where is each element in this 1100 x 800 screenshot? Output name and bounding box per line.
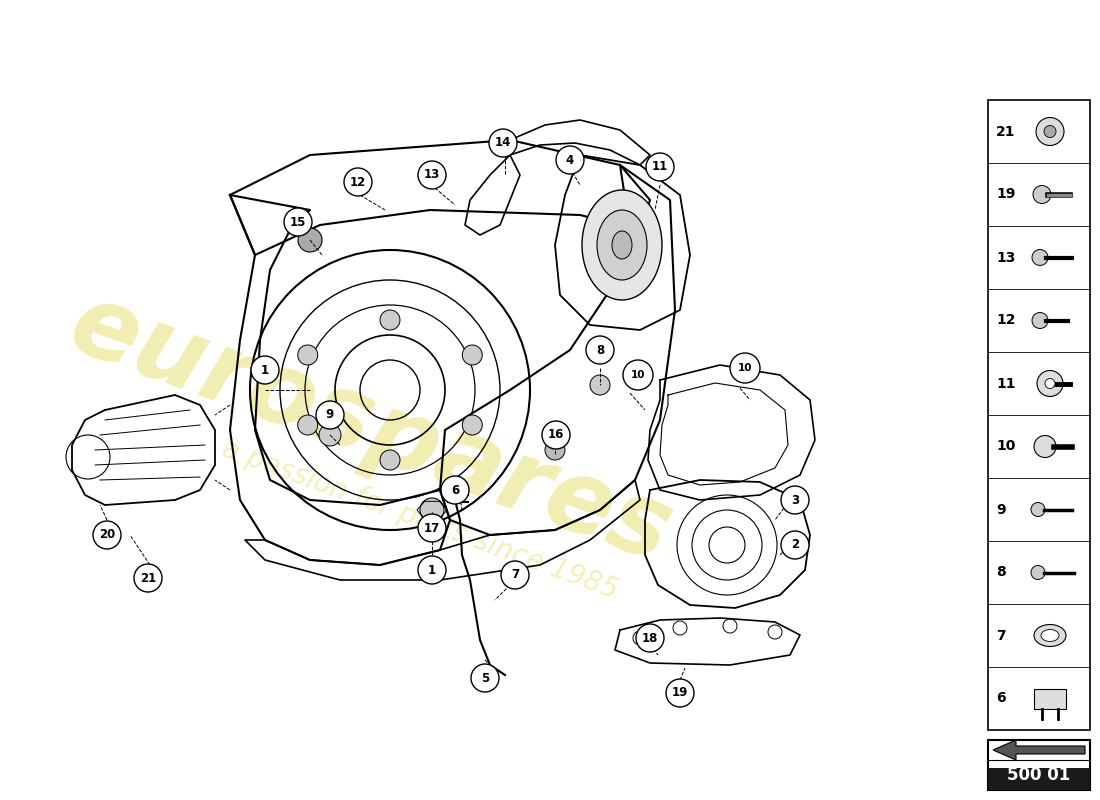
- Circle shape: [462, 415, 482, 435]
- Text: 2: 2: [791, 538, 799, 551]
- Circle shape: [379, 310, 400, 330]
- Text: 9: 9: [326, 409, 334, 422]
- Circle shape: [94, 521, 121, 549]
- Bar: [988, 100, 1090, 730]
- Circle shape: [1037, 370, 1063, 397]
- Text: 14: 14: [495, 137, 512, 150]
- Circle shape: [646, 153, 674, 181]
- Circle shape: [781, 531, 808, 559]
- Circle shape: [1033, 186, 1050, 203]
- Circle shape: [319, 424, 341, 446]
- Circle shape: [1044, 126, 1056, 138]
- Circle shape: [781, 486, 808, 514]
- Circle shape: [1034, 435, 1056, 458]
- Circle shape: [420, 498, 444, 522]
- Circle shape: [316, 401, 344, 429]
- Circle shape: [284, 208, 312, 236]
- Text: 12: 12: [996, 314, 1015, 327]
- Text: 19: 19: [672, 686, 689, 699]
- Text: 1: 1: [261, 363, 270, 377]
- Circle shape: [441, 476, 469, 504]
- Text: 21: 21: [140, 571, 156, 585]
- Text: 1: 1: [428, 563, 436, 577]
- Circle shape: [1045, 378, 1055, 389]
- Ellipse shape: [1041, 630, 1059, 642]
- Circle shape: [730, 353, 760, 383]
- Text: 6: 6: [996, 691, 1005, 706]
- Ellipse shape: [1034, 625, 1066, 646]
- Text: 10: 10: [630, 370, 646, 380]
- Circle shape: [418, 556, 446, 584]
- Circle shape: [636, 624, 664, 652]
- Circle shape: [471, 664, 499, 692]
- Text: 19: 19: [996, 187, 1015, 202]
- Text: 17: 17: [424, 522, 440, 534]
- Ellipse shape: [597, 210, 647, 280]
- Text: 7: 7: [510, 569, 519, 582]
- Circle shape: [544, 440, 565, 460]
- Bar: [988, 767, 1090, 790]
- Circle shape: [298, 228, 322, 252]
- Ellipse shape: [612, 231, 632, 259]
- Circle shape: [1031, 502, 1045, 517]
- Circle shape: [462, 345, 482, 365]
- Text: 12: 12: [350, 175, 366, 189]
- Circle shape: [500, 561, 529, 589]
- Text: a passion for parts since 1985: a passion for parts since 1985: [218, 435, 622, 605]
- Circle shape: [666, 679, 694, 707]
- Text: 13: 13: [424, 169, 440, 182]
- Circle shape: [623, 360, 653, 390]
- Circle shape: [1032, 313, 1048, 329]
- Text: 13: 13: [996, 250, 1015, 265]
- Text: 4: 4: [565, 154, 574, 166]
- Text: 8: 8: [996, 566, 1005, 579]
- Circle shape: [556, 146, 584, 174]
- Text: 18: 18: [641, 631, 658, 645]
- Circle shape: [1031, 566, 1045, 579]
- Text: 11: 11: [652, 161, 668, 174]
- Bar: [988, 740, 1090, 790]
- Text: 10: 10: [996, 439, 1015, 454]
- Circle shape: [542, 421, 570, 449]
- Polygon shape: [993, 740, 1085, 760]
- Text: 500 01: 500 01: [1008, 766, 1070, 784]
- Circle shape: [134, 564, 162, 592]
- Text: 9: 9: [996, 502, 1005, 517]
- Circle shape: [379, 450, 400, 470]
- Text: 16: 16: [548, 429, 564, 442]
- Circle shape: [590, 375, 610, 395]
- Circle shape: [418, 161, 446, 189]
- Text: 11: 11: [996, 377, 1015, 390]
- Circle shape: [298, 345, 318, 365]
- Text: 8: 8: [596, 343, 604, 357]
- Text: 7: 7: [996, 629, 1005, 642]
- Circle shape: [418, 514, 446, 542]
- Text: 15: 15: [289, 215, 306, 229]
- Text: 21: 21: [996, 125, 1015, 138]
- Text: eurospares: eurospares: [56, 276, 684, 584]
- Text: 20: 20: [99, 529, 116, 542]
- Circle shape: [251, 356, 279, 384]
- Circle shape: [1032, 250, 1048, 266]
- Text: 5: 5: [481, 671, 490, 685]
- Circle shape: [1036, 118, 1064, 146]
- Circle shape: [586, 336, 614, 364]
- Text: 10: 10: [738, 363, 752, 373]
- Text: 3: 3: [791, 494, 799, 506]
- Bar: [1034, 689, 1066, 709]
- Circle shape: [344, 168, 372, 196]
- Circle shape: [298, 415, 318, 435]
- Circle shape: [490, 129, 517, 157]
- Ellipse shape: [582, 190, 662, 300]
- Text: 6: 6: [451, 483, 459, 497]
